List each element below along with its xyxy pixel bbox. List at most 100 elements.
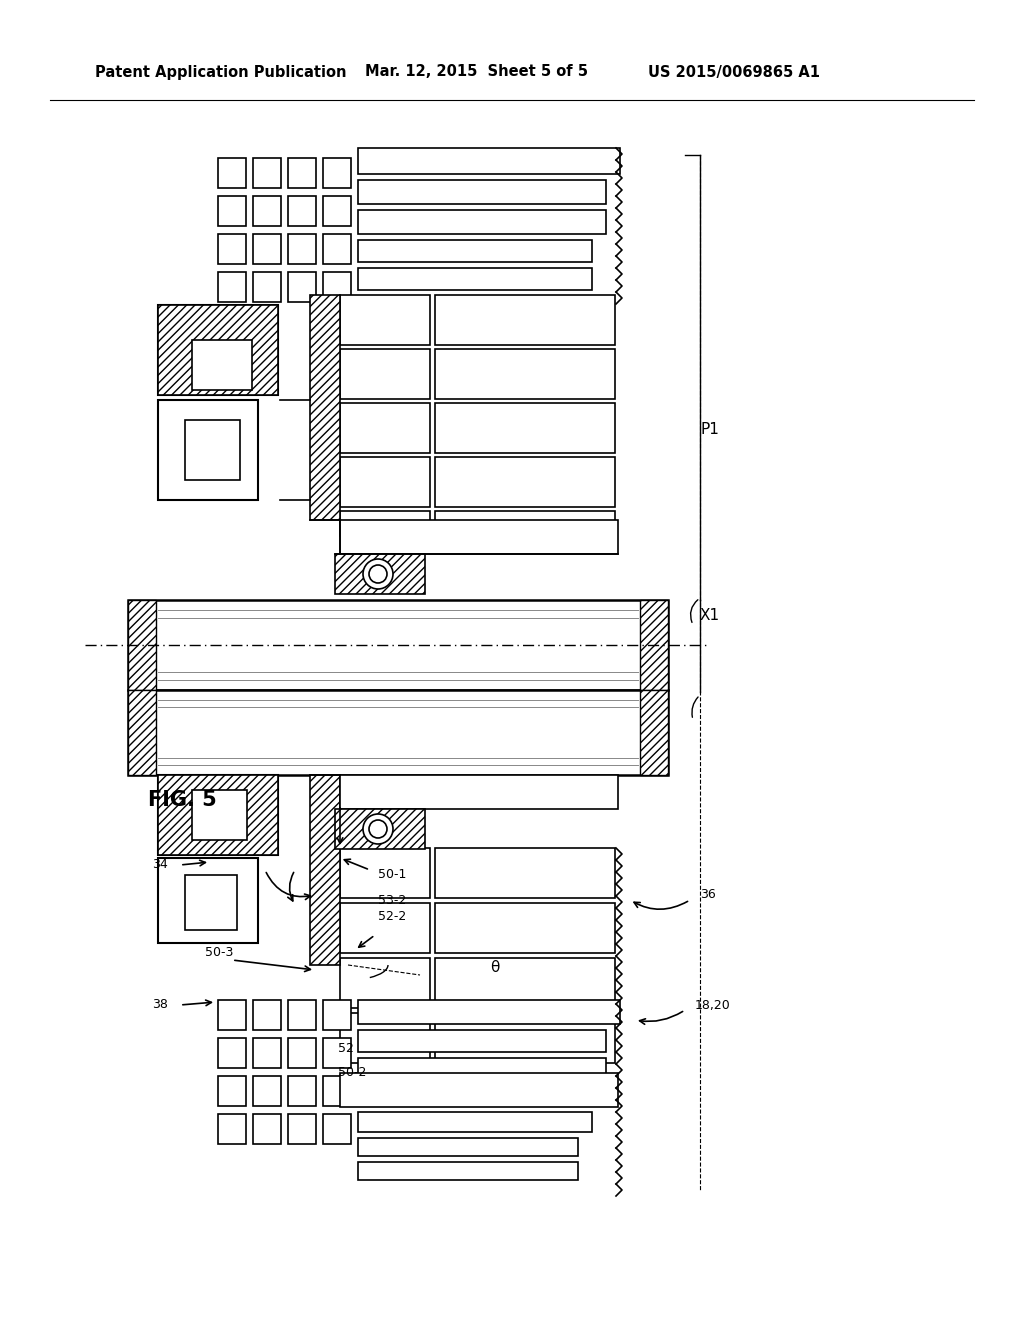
Bar: [335, 809, 425, 849]
Bar: [253, 234, 281, 264]
Bar: [218, 1001, 246, 1030]
Bar: [288, 195, 316, 226]
Bar: [435, 1012, 615, 1063]
Bar: [253, 1076, 281, 1106]
Circle shape: [369, 820, 387, 838]
Text: Mar. 12, 2015  Sheet 5 of 5: Mar. 12, 2015 Sheet 5 of 5: [365, 65, 588, 79]
Bar: [340, 520, 618, 554]
Bar: [340, 348, 430, 399]
Text: 52: 52: [338, 1041, 354, 1055]
Text: 50-2: 50-2: [338, 1065, 367, 1078]
Bar: [288, 234, 316, 264]
Bar: [193, 341, 252, 389]
Bar: [128, 690, 668, 775]
Bar: [335, 554, 425, 594]
Text: US 2015/0069865 A1: US 2015/0069865 A1: [648, 65, 820, 79]
Bar: [185, 420, 240, 480]
Bar: [323, 1038, 351, 1068]
Bar: [640, 601, 668, 690]
Bar: [288, 272, 316, 302]
Bar: [323, 195, 351, 226]
Bar: [323, 158, 351, 187]
Bar: [435, 403, 615, 453]
Bar: [218, 272, 246, 302]
Bar: [323, 1114, 351, 1144]
Bar: [358, 210, 606, 234]
Bar: [253, 272, 281, 302]
Text: 50-3: 50-3: [205, 945, 233, 958]
Bar: [158, 305, 278, 395]
Bar: [288, 1076, 316, 1106]
Bar: [358, 148, 620, 174]
Bar: [340, 847, 430, 898]
Bar: [158, 858, 258, 942]
Bar: [128, 690, 156, 775]
Bar: [358, 1086, 592, 1106]
Bar: [158, 858, 258, 942]
Text: Patent Application Publication: Patent Application Publication: [95, 65, 346, 79]
Bar: [358, 1001, 620, 1024]
Bar: [128, 601, 156, 690]
Bar: [358, 1059, 606, 1080]
Text: FIG. 5: FIG. 5: [148, 789, 217, 810]
Text: 38: 38: [152, 998, 168, 1011]
Bar: [288, 1001, 316, 1030]
Bar: [340, 903, 430, 953]
Bar: [310, 775, 340, 965]
Text: 36: 36: [700, 888, 716, 902]
Bar: [435, 511, 615, 529]
Bar: [158, 305, 278, 395]
Bar: [435, 348, 615, 399]
Bar: [358, 1138, 578, 1156]
Bar: [218, 1038, 246, 1068]
Bar: [435, 294, 615, 345]
Bar: [340, 775, 618, 809]
Bar: [218, 158, 246, 187]
Bar: [323, 1001, 351, 1030]
Bar: [158, 400, 258, 500]
Text: 53-2: 53-2: [378, 894, 407, 907]
Bar: [435, 958, 615, 1008]
Bar: [358, 180, 606, 205]
Bar: [218, 234, 246, 264]
Bar: [158, 775, 278, 855]
Bar: [340, 457, 430, 507]
Bar: [288, 1038, 316, 1068]
Bar: [218, 1114, 246, 1144]
Circle shape: [362, 814, 393, 843]
Bar: [185, 875, 237, 931]
Bar: [253, 1114, 281, 1144]
Bar: [323, 1076, 351, 1106]
Text: 34: 34: [152, 858, 168, 871]
Bar: [323, 234, 351, 264]
Bar: [253, 158, 281, 187]
Bar: [253, 1001, 281, 1030]
Bar: [218, 1076, 246, 1106]
Bar: [340, 1012, 430, 1063]
Bar: [358, 1111, 592, 1133]
Bar: [640, 690, 668, 775]
Bar: [358, 1162, 578, 1180]
Bar: [253, 195, 281, 226]
Bar: [218, 195, 246, 226]
Bar: [435, 847, 615, 898]
Bar: [158, 400, 258, 500]
Bar: [340, 511, 430, 536]
Text: θ: θ: [490, 961, 500, 975]
Bar: [193, 789, 247, 840]
Bar: [340, 294, 430, 345]
Bar: [128, 601, 668, 690]
Text: P1: P1: [700, 422, 719, 437]
Bar: [435, 457, 615, 507]
Bar: [288, 1114, 316, 1144]
Text: 18,20: 18,20: [695, 998, 731, 1011]
Bar: [435, 903, 615, 953]
Bar: [358, 240, 592, 261]
Bar: [288, 158, 316, 187]
Circle shape: [362, 558, 393, 589]
Text: 50-1: 50-1: [378, 869, 407, 882]
Bar: [340, 1073, 618, 1107]
Text: 52-2: 52-2: [378, 911, 407, 924]
Bar: [310, 294, 340, 520]
Bar: [358, 1030, 606, 1052]
